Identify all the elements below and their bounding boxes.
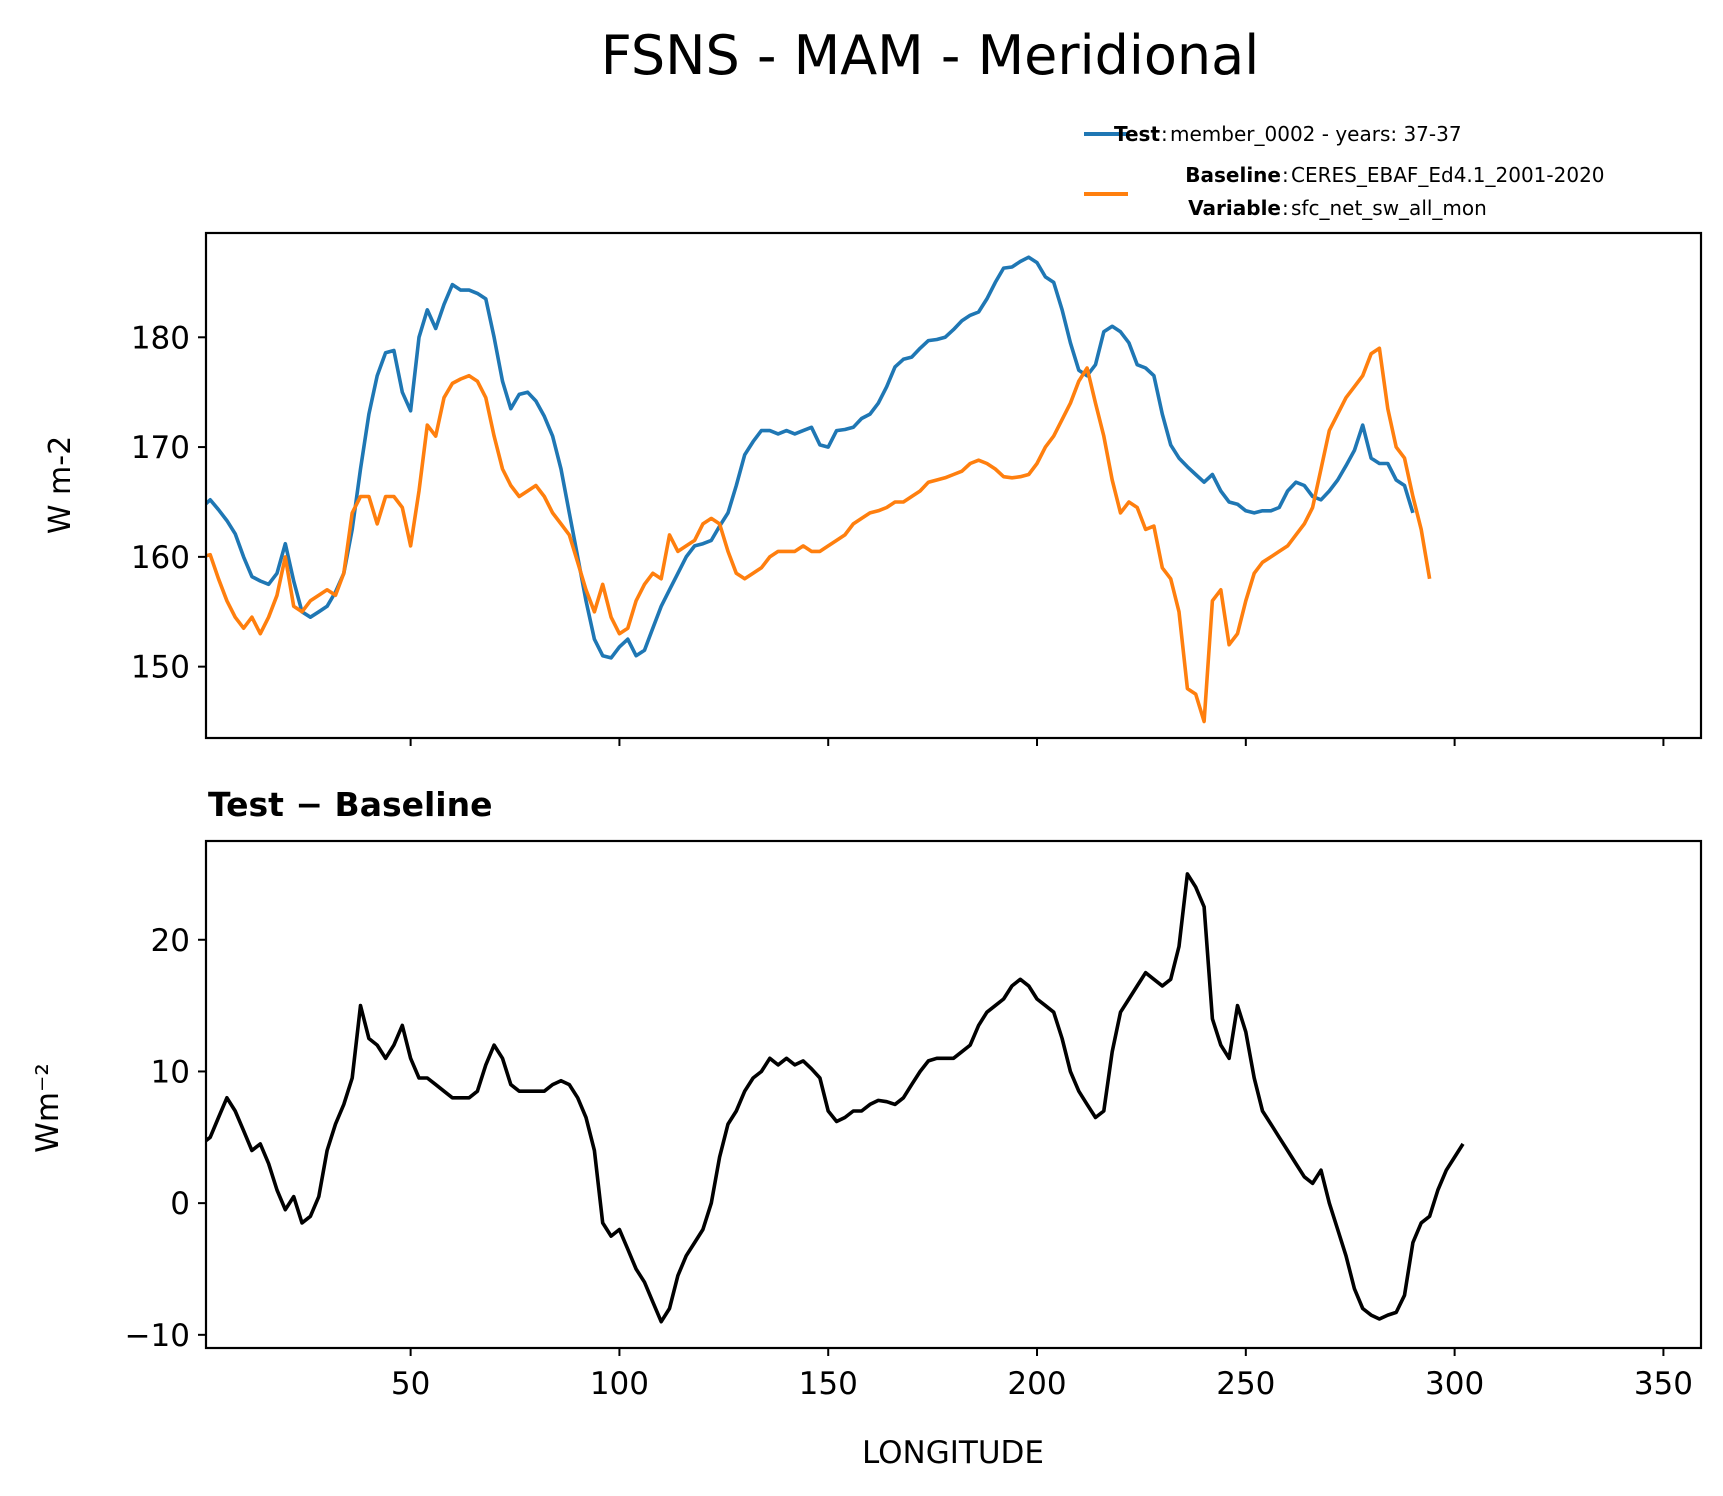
top-series-baseline (206, 346, 1432, 724)
figure-title: FSNS - MAM - Meridional (601, 24, 1259, 87)
bottom-x-tick-label: 100 (590, 1366, 649, 1402)
legend-variable-sep: : (1282, 196, 1289, 220)
bottom-x-tick-label: 250 (1216, 1366, 1275, 1402)
bottom-x-tick-label: 50 (391, 1366, 430, 1402)
legend-baseline-key: Baseline (1185, 163, 1281, 187)
bottom-x-tick-label: 200 (1007, 1366, 1066, 1402)
bottom-y-tick-label: 10 (151, 1054, 190, 1090)
bottom-y-tick-label: −10 (125, 1318, 190, 1354)
top-series-test (206, 255, 1415, 660)
top-x-axis-ticks (409, 738, 1665, 746)
legend-baseline-sep: : (1282, 163, 1289, 187)
bottom-panel-title: Test − Baseline (208, 785, 493, 824)
legend-variable-value: sfc_net_sw_all_mon (1291, 196, 1487, 220)
bottom-x-axis-ticks: 50 100 150 200 250 300 350 (391, 1348, 1693, 1402)
top-panel: 150 160 170 180 W m-2 (43, 231, 1703, 746)
legend-test-key: Test (1114, 122, 1160, 146)
x-axis-label: LONGITUDE (862, 1435, 1044, 1471)
bottom-panel-frame (204, 839, 1703, 1350)
top-y-tick-label: 160 (131, 540, 190, 576)
bottom-series-lines (206, 872, 1465, 1324)
top-y-tick-label: 180 (131, 320, 190, 356)
top-y-axis-label: W m-2 (43, 436, 78, 534)
bottom-y-axis-label: Wm⁻² (30, 1063, 66, 1153)
bottom-x-tick-label: 350 (1634, 1366, 1693, 1402)
legend-baseline-value: CERES_EBAF_Ed4.1_2001-2020 (1291, 163, 1605, 187)
bottom-panel-background (206, 841, 1701, 1348)
legend-test-sep: : (1161, 122, 1168, 146)
legend-test-value: member_0002 - years: 37-37 (1170, 122, 1462, 146)
top-panel-frame (204, 231, 1703, 740)
bottom-series-test-baseline (206, 872, 1465, 1324)
bottom-x-tick-label: 150 (799, 1366, 858, 1402)
top-panel-background (206, 233, 1701, 738)
bottom-y-tick-label: 20 (151, 923, 190, 959)
bottom-y-axis-ticks: −10 0 10 20 (125, 923, 206, 1354)
bottom-y-tick-label: 0 (170, 1186, 190, 1222)
legend-variable-key: Variable (1188, 196, 1281, 220)
top-series-lines (206, 255, 1432, 724)
top-y-tick-label: 170 (131, 430, 190, 466)
top-y-axis-ticks: 150 160 170 180 (131, 320, 206, 686)
legend: Test : member_0002 - years: 37-37 Baseli… (1084, 122, 1605, 220)
bottom-x-tick-label: 300 (1425, 1366, 1484, 1402)
top-y-tick-label: 150 (131, 650, 190, 686)
bottom-panel: Test − Baseline −10 0 10 20 50 100 150 200 250 3… (30, 785, 1703, 1471)
